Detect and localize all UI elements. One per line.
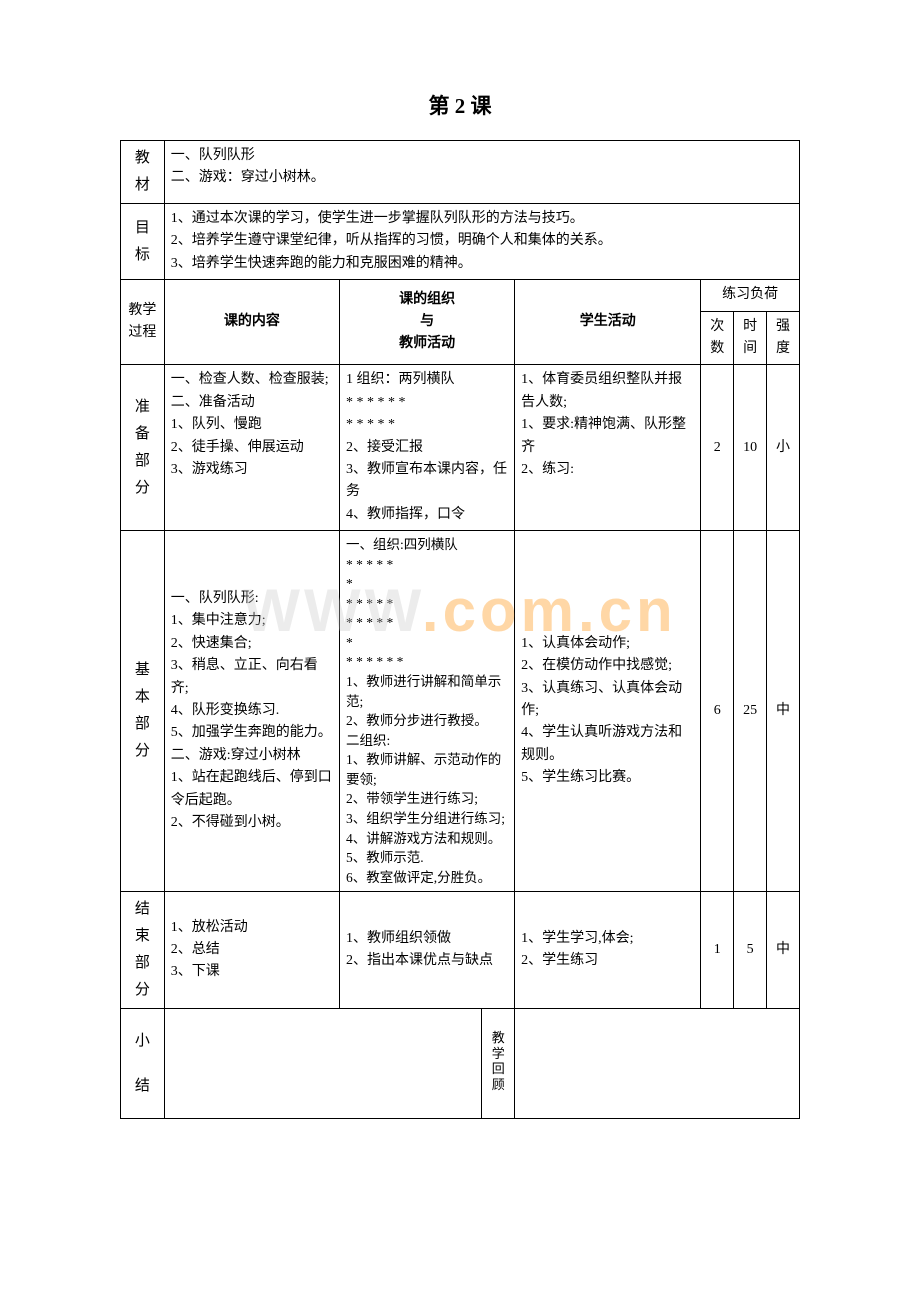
zhunbei-student: 1、体育委员组织整队并报告人数; 1、要求:精神饱满、队形整齐 2、练习: (515, 365, 701, 531)
lesson-title: 第 2 课 (120, 90, 800, 120)
label-cishu: 次 数 (701, 311, 734, 365)
label-jiaoxue-guocheng: 教学 过程 (121, 280, 165, 365)
table-row: 教材 一、队列队形 二、游戏：穿过小树林。 (121, 141, 800, 204)
label-xuesheng-huodong: 学生活动 (515, 280, 701, 365)
table-row: 目标 1、通过本次课的学习，使学生进一步掌握队列队形的方法与技巧。 2、培养学生… (121, 204, 800, 280)
zhunbei-qiang: 小 (767, 365, 800, 531)
jieshu-ci: 1 (701, 892, 734, 1009)
table-row: 准备部分 一、检查人数、检查服装; 二、准备活动 1、队列、慢跑 2、徒手操、伸… (121, 365, 800, 531)
jieshu-teacher: 1、教师组织领做 2、指出本课优点与缺点 (339, 892, 514, 1009)
table-row: 教学 过程 课的内容 课的组织 与 教师活动 学生活动 练习负荷 (121, 280, 800, 311)
label-kede-neirong: 课的内容 (164, 280, 339, 365)
xiaojie-right (515, 1009, 800, 1119)
jieshu-student: 1、学生学习,体会; 2、学生练习 (515, 892, 701, 1009)
table-row: 基本部分 一、队列队形: 1、集中注意力; 2、快速集合; 3、稍息、立正、向右… (121, 531, 800, 892)
jiben-qiang: 中 (767, 531, 800, 892)
label-xiaojie: 小结 (121, 1009, 165, 1119)
mubiao-content: 1、通过本次课的学习，使学生进一步掌握队列队形的方法与技巧。 2、培养学生遵守课… (164, 204, 799, 280)
xiaojie-left (164, 1009, 482, 1119)
label-zhunbei: 准备部分 (121, 365, 165, 531)
label-jiaoxue-huigu: 教学回顾 (482, 1009, 515, 1119)
jiben-student: 1、认真体会动作; 2、在模仿动作中找感觉; 3、认真练习、认真体会动作; 4、… (515, 531, 701, 892)
label-kede-zuzhi: 课的组织 与 教师活动 (339, 280, 514, 365)
jiben-ci: 6 (701, 531, 734, 892)
jiben-content: 一、队列队形: 1、集中注意力; 2、快速集合; 3、稍息、立正、向右看齐; 4… (164, 531, 339, 892)
zhunbei-shi: 10 (734, 365, 767, 531)
jieshu-qiang: 中 (767, 892, 800, 1009)
lesson-table: 教材 一、队列队形 二、游戏：穿过小树林。 目标 1、通过本次课的学习，使学生进… (120, 140, 800, 1119)
page: 第 2 课 教材 一、队列队形 二、游戏：穿过小树林。 目标 1、通过本次课的学… (0, 0, 920, 1179)
label-jiben: 基本部分 (121, 531, 165, 892)
jieshu-shi: 5 (734, 892, 767, 1009)
label-lianxi-fuhe: 练习负荷 (701, 280, 800, 311)
jiaocai-content: 一、队列队形 二、游戏：穿过小树林。 (164, 141, 799, 204)
label-qiangdu: 强 度 (767, 311, 800, 365)
table-row: 小结 教学回顾 (121, 1009, 800, 1119)
zhunbei-ci: 2 (701, 365, 734, 531)
label-mubiao: 目标 (121, 204, 165, 280)
zhunbei-teacher: 1 组织：两列横队 * * * * * * * * * * * 2、接受汇报 3… (339, 365, 514, 531)
zhunbei-content: 一、检查人数、检查服装; 二、准备活动 1、队列、慢跑 2、徒手操、伸展运动 3… (164, 365, 339, 531)
label-shijian: 时 间 (734, 311, 767, 365)
table-row: 结束部分 1、放松活动 2、总结 3、下课 1、教师组织领做 2、指出本课优点与… (121, 892, 800, 1009)
jiben-shi: 25 (734, 531, 767, 892)
jiben-teacher: 一、组织:四列横队 * * * * * * * * * * * * * * * … (339, 531, 514, 892)
label-jiaocai: 教材 (121, 141, 165, 204)
jieshu-content: 1、放松活动 2、总结 3、下课 (164, 892, 339, 1009)
label-jieshu: 结束部分 (121, 892, 165, 1009)
